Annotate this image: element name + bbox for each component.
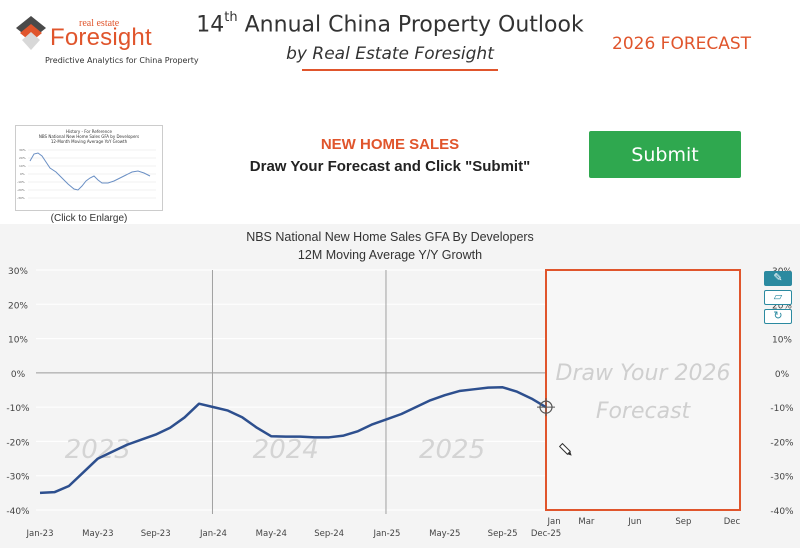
y-tick-label-left: 0% xyxy=(11,370,26,380)
x-tick-label: Sep-25 xyxy=(488,529,518,539)
year-watermark: 2025 xyxy=(419,435,485,465)
chart-subtitle: 12M Moving Average Y/Y Growth xyxy=(297,248,483,262)
x-tick-label: Jan-23 xyxy=(26,529,54,539)
history-chart-thumbnail[interactable]: History - For Reference NBS National New… xyxy=(15,125,163,211)
x-tick-label: Jan-24 xyxy=(199,529,227,539)
brand-logo[interactable]: real estate Foresight Predictive Analyti… xyxy=(14,12,199,68)
x-tick-label: Sep-24 xyxy=(314,529,344,539)
forecast-x-tick-label: Jan xyxy=(547,517,561,527)
x-tick-label: Jan-25 xyxy=(372,529,400,539)
svg-text:12-Month Moving Average YoY Gr: 12-Month Moving Average YoY Growth xyxy=(51,139,128,144)
forecast-x-tick-label: Dec xyxy=(724,517,741,527)
x-tick-label: May-25 xyxy=(429,529,460,539)
series-line xyxy=(39,386,547,495)
svg-text:0%: 0% xyxy=(20,172,25,176)
svg-text:10%: 10% xyxy=(19,164,26,168)
chart-title: NBS National New Home Sales GFA By Devel… xyxy=(246,230,534,244)
eraser-icon[interactable]: ▱ xyxy=(764,290,792,305)
y-tick-label-left: 30% xyxy=(8,267,28,277)
svg-text:-20%: -20% xyxy=(17,188,25,192)
forecast-x-tick-label: Sep xyxy=(675,517,691,527)
y-tick-label-right: 0% xyxy=(775,370,790,380)
thumbnail-chart: History - For Reference NBS National New… xyxy=(17,129,156,200)
forecast-box xyxy=(545,269,741,511)
y-tick-label-right: -10% xyxy=(770,404,794,414)
logo-small-text: real estate xyxy=(79,18,120,29)
y-tick-label-right: -40% xyxy=(770,507,794,517)
x-tick-label: Dec-25 xyxy=(531,529,561,539)
forecast-watermark: Draw Your 2026 xyxy=(556,361,731,386)
y-tick-label-right: -30% xyxy=(770,473,794,483)
y-tick-label-left: -20% xyxy=(6,438,30,448)
forecast-x-tick-label: Jun xyxy=(627,517,641,527)
refresh-icon[interactable]: ↻ xyxy=(764,309,792,324)
svg-text:-10%: -10% xyxy=(17,180,25,184)
section-instruction: Draw Your Forecast and Click "Submit" xyxy=(249,158,531,175)
y-tick-label-left: -40% xyxy=(6,507,30,517)
pencil-square-icon[interactable]: ✎ xyxy=(764,271,792,286)
svg-text:30%: 30% xyxy=(19,148,26,152)
y-tick-label-left: 10% xyxy=(8,336,28,346)
submit-button[interactable]: Submit xyxy=(589,131,741,178)
x-tick-label: May-24 xyxy=(256,529,287,539)
y-tick-label-left: 20% xyxy=(8,301,28,311)
forecast-x-tick-label: Mar xyxy=(578,517,595,527)
thumbnail-caption: (Click to Enlarge) xyxy=(50,213,128,224)
y-tick-label-left: -10% xyxy=(6,404,30,414)
year-watermark: 2023 xyxy=(65,435,131,465)
logo-wordmark: Foresight xyxy=(50,24,152,51)
svg-text:NBS National New Home Sales GF: NBS National New Home Sales GFA by Devel… xyxy=(39,134,139,139)
logo-diamond-icon xyxy=(16,16,46,50)
title-underline xyxy=(302,69,498,71)
x-tick-label: May-23 xyxy=(82,529,113,539)
year-watermark: 2024 xyxy=(253,435,319,465)
svg-text:-30%: -30% xyxy=(17,196,25,200)
forecast-year-label: 2026 FORECAST xyxy=(612,34,752,54)
page-title: 14th Annual China Property Outlook xyxy=(196,10,584,38)
forecast-watermark: Forecast xyxy=(596,399,692,424)
y-tick-label-right: 10% xyxy=(772,336,792,346)
page-subtitle: by Real Estate Foresight xyxy=(286,44,494,64)
x-tick-label: Sep-23 xyxy=(141,529,171,539)
svg-text:History - For Reference: History - For Reference xyxy=(66,129,112,134)
logo-tagline: Predictive Analytics for China Property xyxy=(45,56,199,65)
y-tick-label-right: -20% xyxy=(770,438,794,448)
y-tick-label-right: 20% xyxy=(772,301,792,311)
line-chart[interactable]: 30%30%20%20%10%10%0%0%-10%-10%-20%-20%-3… xyxy=(0,224,800,548)
svg-text:20%: 20% xyxy=(19,156,26,160)
section-title: NEW HOME SALES xyxy=(320,136,460,153)
y-tick-label-left: -30% xyxy=(6,473,30,483)
